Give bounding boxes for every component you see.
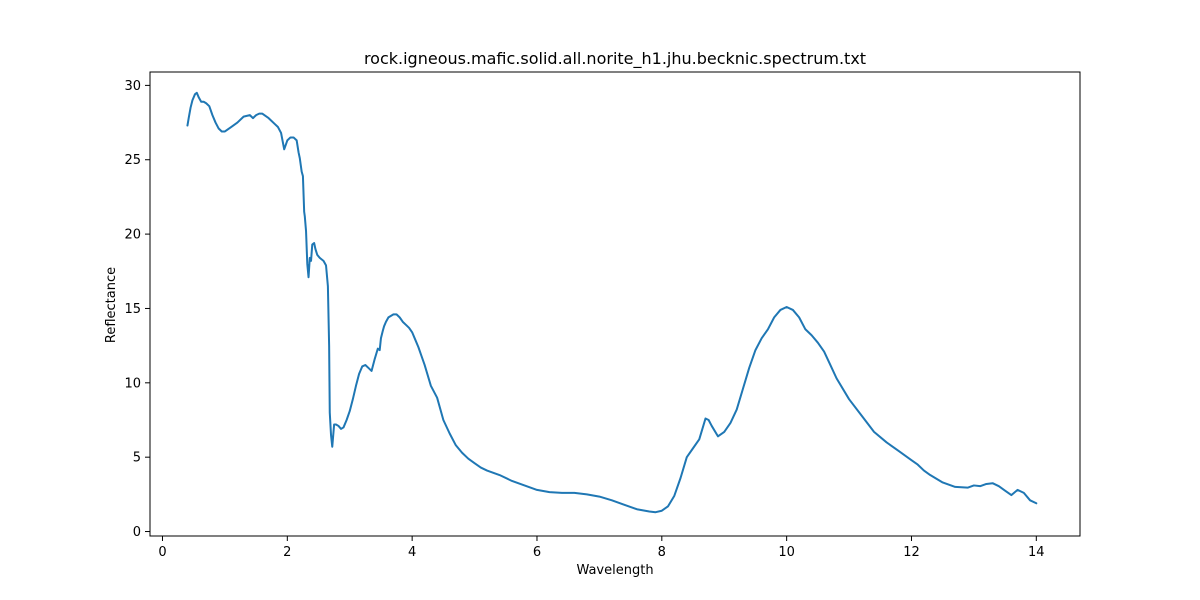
y-axis-title: Reflectance (104, 267, 119, 343)
y-tick-label: 5 (133, 451, 141, 466)
x-tick-label: 4 (408, 545, 416, 560)
x-tick-label: 2 (283, 545, 291, 560)
series-layer (186, 91, 1038, 514)
y-tick-label: 20 (124, 228, 141, 243)
x-axis-title: Wavelength (576, 563, 653, 578)
y-axis: 0 5 10 15 20 25 30 (124, 79, 150, 540)
y-tick-label: 30 (124, 79, 141, 94)
x-tick-label: 12 (903, 545, 920, 560)
y-tick-label: 15 (124, 302, 141, 317)
plot-area (149, 71, 1081, 537)
y-tick-label: 25 (124, 153, 141, 168)
chart-title: rock.igneous.mafic.solid.all.norite_h1.j… (364, 49, 866, 69)
y-tick-label: 0 (133, 525, 141, 540)
y-tick-label: 10 (124, 376, 141, 391)
x-tick-label: 6 (533, 545, 541, 560)
x-axis: 0 2 4 6 8 10 12 14 (158, 536, 1045, 560)
x-tick-label: 10 (778, 545, 795, 560)
series-line-0 (186, 91, 1038, 514)
plot-frame (149, 71, 1081, 537)
x-tick-label: 14 (1028, 545, 1045, 560)
x-tick-label: 0 (158, 545, 166, 560)
x-tick-label: 8 (658, 545, 666, 560)
